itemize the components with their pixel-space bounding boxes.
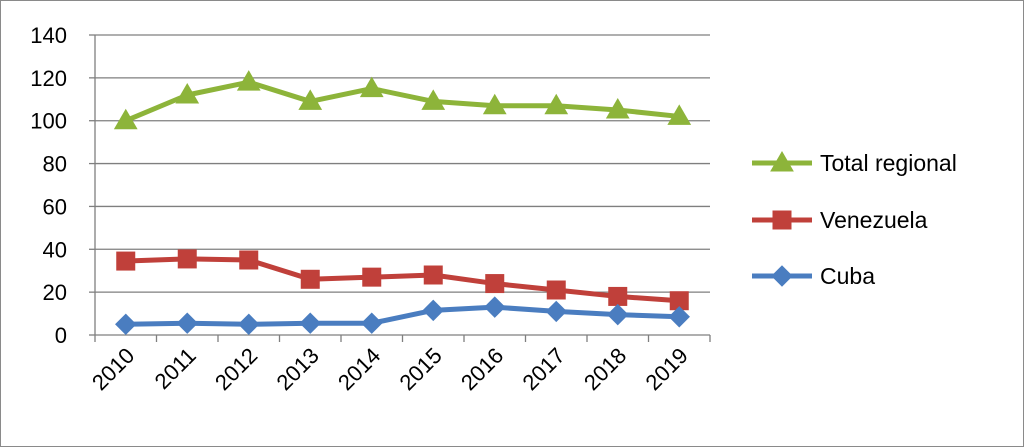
data-point xyxy=(605,98,630,119)
legend-marker xyxy=(770,151,794,172)
y-tick-label: 20 xyxy=(43,280,67,305)
data-point xyxy=(362,267,382,287)
y-tick-label: 140 xyxy=(30,23,67,48)
series-line xyxy=(123,79,682,124)
data-point xyxy=(608,286,628,306)
data-point xyxy=(300,269,320,289)
y-tick-label: 60 xyxy=(43,194,67,219)
data-point xyxy=(115,313,137,335)
x-tick-label: 2014 xyxy=(333,343,385,395)
data-point xyxy=(359,76,384,98)
x-tick-label: 2018 xyxy=(579,343,631,395)
legend-marker xyxy=(772,210,792,230)
series-total-regional xyxy=(113,70,692,130)
data-point xyxy=(422,299,444,322)
x-tick-label: 2013 xyxy=(271,343,323,395)
y-tick-label: 40 xyxy=(43,237,67,262)
data-point xyxy=(116,251,136,271)
y-tick-label: 100 xyxy=(30,109,67,134)
series-cuba xyxy=(115,296,690,335)
data-point xyxy=(236,70,261,91)
data-point xyxy=(176,312,198,334)
data-point xyxy=(545,300,567,323)
x-tick-label: 2017 xyxy=(517,343,569,395)
legend-label: Venezuela xyxy=(820,207,928,233)
y-axis-ticks: 0 20 40 60 80 100 120 140 xyxy=(30,23,95,348)
legend-item: Cuba xyxy=(752,263,875,289)
data-point xyxy=(298,89,323,110)
data-point xyxy=(485,274,505,294)
legend-label: Total regional xyxy=(820,150,957,176)
x-tick-label: 2016 xyxy=(456,343,508,395)
x-tick-label: 2010 xyxy=(87,343,139,395)
x-axis-ticks: 2010 2011 2012 2013 2014 2015 2016 2017 2018 2019 xyxy=(87,335,711,395)
data-point xyxy=(175,83,200,104)
data-point xyxy=(546,280,566,300)
data-point xyxy=(484,296,506,318)
data-point xyxy=(113,108,138,130)
data-point xyxy=(668,306,690,328)
data-point xyxy=(667,104,692,125)
data-point xyxy=(423,265,443,285)
series-venezuela xyxy=(116,249,689,311)
x-tick-label: 2019 xyxy=(640,343,692,395)
data-point xyxy=(238,313,260,335)
data-point xyxy=(421,89,446,110)
data-point xyxy=(361,312,383,334)
data-point xyxy=(544,93,569,115)
y-tick-label: 0 xyxy=(55,323,67,348)
legend-item: Venezuela xyxy=(752,207,928,233)
y-tick-label: 80 xyxy=(43,152,67,177)
y-tick-label: 120 xyxy=(30,66,67,91)
data-point xyxy=(482,93,507,115)
legend-label: Cuba xyxy=(820,263,875,289)
x-tick-label: 2015 xyxy=(394,343,446,395)
series-line xyxy=(123,304,682,327)
data-point xyxy=(299,312,321,334)
series-group xyxy=(113,70,692,335)
series-line xyxy=(123,256,682,304)
x-tick-label: 2012 xyxy=(210,343,262,395)
data-point xyxy=(177,249,197,269)
x-tick-label: 2011 xyxy=(150,343,201,394)
legend-item: Total regional xyxy=(752,150,957,176)
data-point xyxy=(239,250,259,270)
legend: Total regional Venezuela Cuba xyxy=(752,150,957,289)
data-point xyxy=(607,303,629,326)
legend-marker xyxy=(771,265,793,287)
gridlines xyxy=(95,34,710,293)
